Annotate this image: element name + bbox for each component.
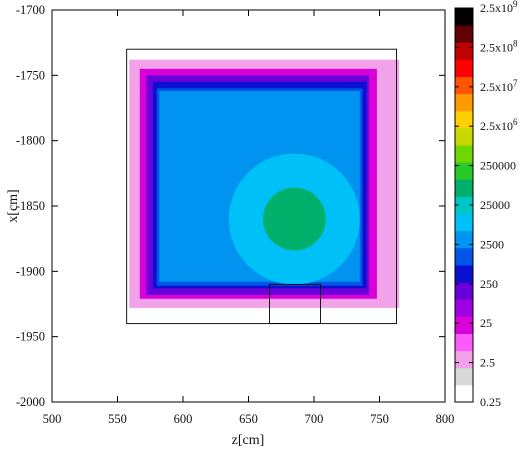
x-tick-label: 750 bbox=[370, 412, 389, 426]
colorbar-segment bbox=[455, 162, 473, 180]
x-tick-label: 650 bbox=[239, 412, 258, 426]
colorbar-tick-label: 2500 bbox=[480, 237, 504, 251]
colorbar-segment bbox=[455, 384, 473, 403]
x-axis-label: z[cm] bbox=[232, 433, 265, 448]
y-tick-label: -1700 bbox=[16, 3, 45, 17]
colorbar-segment bbox=[455, 282, 473, 300]
colorbar-tick-label: 2.5x109 bbox=[480, 0, 518, 15]
colorbar-tick-label: 250000 bbox=[480, 159, 516, 173]
colorbar-tick-label: 250 bbox=[480, 277, 498, 291]
colorbar-segment bbox=[455, 333, 473, 352]
colorbar-segment bbox=[455, 247, 473, 266]
colorbar-tick-label: 2.5x108 bbox=[480, 38, 518, 54]
colorbar-segment bbox=[455, 25, 473, 43]
y-axis: -1700 -1750 -1800 -1850 -1900 -1950 -2000 bbox=[16, 3, 445, 409]
colorbar-segment bbox=[455, 213, 473, 232]
y-tick-label: -1950 bbox=[16, 330, 45, 344]
colorbar-tick-label: 2.5 bbox=[480, 356, 495, 370]
colorbar-segment bbox=[455, 367, 473, 386]
heatmap-cells bbox=[114, 53, 409, 320]
colorbar-segment bbox=[455, 196, 473, 215]
colorbar-segment bbox=[455, 76, 473, 95]
colorbar-segment bbox=[455, 299, 473, 317]
x-tick-label: 700 bbox=[305, 412, 324, 426]
colorbar-segment bbox=[455, 110, 473, 129]
geometry-overlay bbox=[126, 48, 397, 325]
y-tick-label: -1900 bbox=[16, 264, 45, 278]
colorbar-segment bbox=[455, 145, 473, 163]
colorbar-segment bbox=[455, 42, 473, 60]
colorbar-tick-label: 25 bbox=[480, 316, 492, 330]
overlay-outer-frame bbox=[126, 48, 397, 325]
colorbar-segment bbox=[455, 350, 473, 369]
colorbar-tick-label: 2.5x107 bbox=[480, 78, 518, 94]
colorbar-tick-label: 2.5x106 bbox=[480, 117, 518, 133]
x-tick-label: 500 bbox=[43, 412, 62, 426]
x-axis: 500 550 600 650 700 750 800 bbox=[43, 10, 455, 426]
colorbar-segment bbox=[455, 93, 473, 112]
colorbar: 0.25 2.5 25 250 2500 25000 250000 2.5x106 2.5x10… bbox=[454, 0, 518, 409]
x-tick-label: 800 bbox=[436, 412, 455, 426]
x-tick-label: 600 bbox=[174, 412, 193, 426]
colorbar-tick-label: 0.25 bbox=[480, 395, 501, 409]
colorbar-segment bbox=[455, 230, 473, 249]
x-tick-label: 550 bbox=[108, 412, 127, 426]
colorbar-segment bbox=[455, 264, 473, 283]
colorbar-segment bbox=[455, 59, 473, 78]
colorbar-segment bbox=[455, 179, 473, 197]
y-tick-label: -1850 bbox=[16, 199, 45, 213]
overlay-chute bbox=[269, 283, 321, 325]
colorbar-tick-label: 25000 bbox=[480, 198, 510, 212]
heat-region-core-green bbox=[262, 187, 326, 251]
colorbar-segment bbox=[455, 127, 473, 146]
y-axis-label: x[cm] bbox=[6, 189, 21, 222]
y-tick-label: -1750 bbox=[16, 68, 45, 82]
colorbar-segment bbox=[455, 8, 473, 26]
y-tick-label: -2000 bbox=[16, 395, 45, 409]
colorbar-segment bbox=[455, 316, 473, 334]
y-tick-label: -1800 bbox=[16, 134, 45, 148]
